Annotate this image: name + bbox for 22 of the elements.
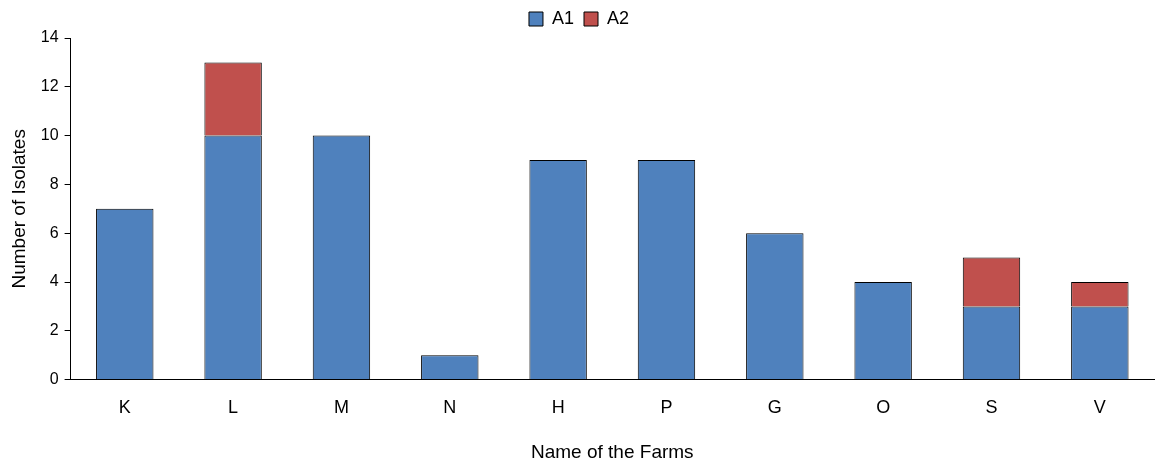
legend-label: A1: [551, 7, 575, 28]
y-axis-title: Number of Isolates: [7, 129, 29, 289]
y-tick-label: 0: [49, 370, 59, 388]
y-tick-label: 14: [40, 28, 59, 46]
x-tick-label: M: [333, 397, 349, 418]
x-tick-label: K: [118, 397, 131, 418]
x-tick-label: H: [551, 397, 565, 418]
x-tick-label: N: [443, 397, 457, 418]
x-tick-label: G: [767, 397, 782, 418]
y-tick-label: 6: [49, 223, 59, 241]
y-tick-label: 10: [40, 126, 59, 144]
x-tick-label: L: [228, 397, 239, 418]
y-tick-label: 12: [40, 77, 59, 95]
x-tick-label: S: [985, 397, 998, 418]
x-axis-title: Name of the Farms: [530, 440, 694, 462]
x-tick-label: P: [660, 397, 673, 418]
x-tick-label: V: [1093, 397, 1106, 418]
y-tick-label: 2: [49, 321, 59, 339]
legend-label: A2: [607, 7, 630, 28]
x-tick-label: O: [876, 397, 891, 418]
y-tick-label: 8: [49, 174, 59, 192]
y-tick-label: 4: [49, 272, 59, 290]
